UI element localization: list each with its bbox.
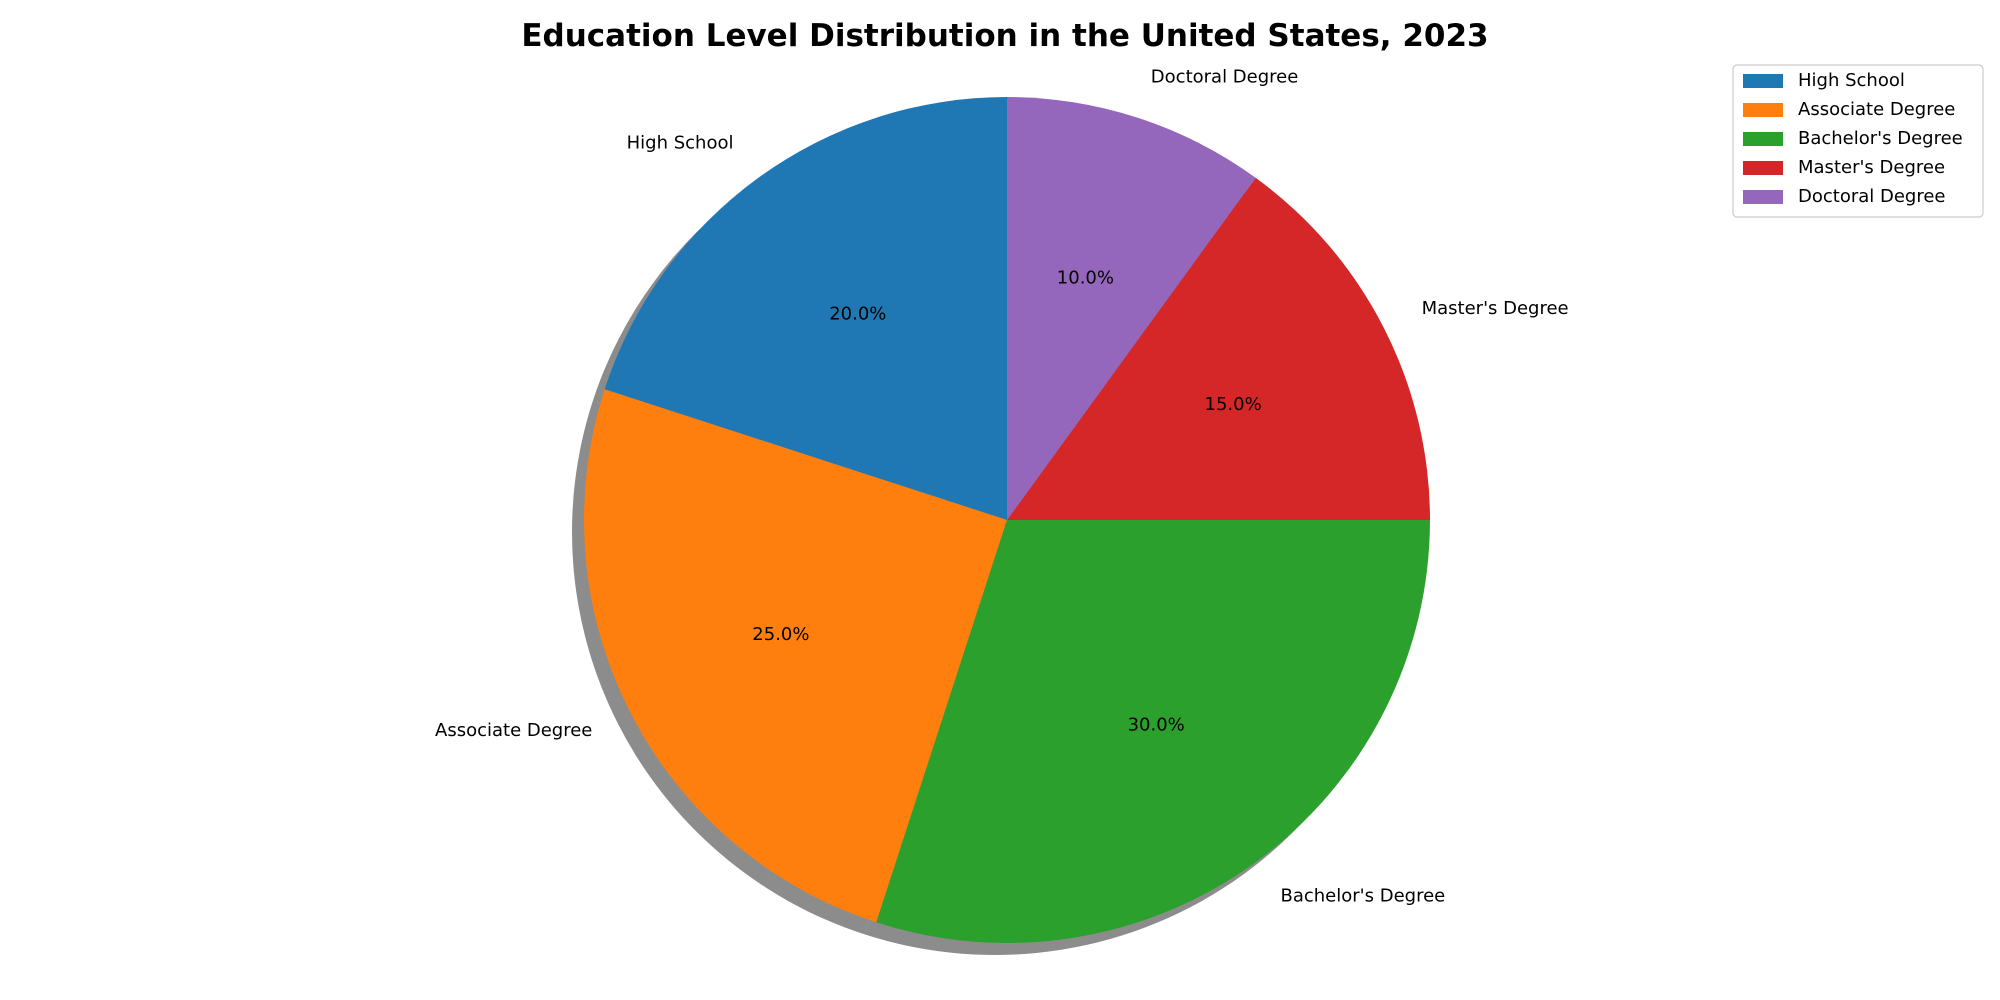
pie-slice-master-s-degree [1007, 177, 1430, 521]
percent-label-doctoral-degree: 10.0% [1057, 268, 1114, 289]
legend-swatch-associate-degree [1743, 103, 1783, 117]
legend-frame [1732, 64, 1984, 218]
pie-slice-associate-degree [583, 389, 1007, 923]
legend-label-associate-degree: Associate Degree [1798, 99, 1955, 120]
pie-slice-bachelor-s-degree [876, 520, 1430, 944]
slice-label-master-s-degree: Master's Degree [1422, 298, 1569, 319]
percent-label-master-s-degree: 15.0% [1205, 394, 1262, 415]
legend-label-master-s-degree: Master's Degree [1798, 157, 1945, 178]
legend-swatch-doctoral-degree [1743, 190, 1783, 204]
slice-label-doctoral-degree: Doctoral Degree [1151, 67, 1299, 88]
pie-slices [583, 97, 1430, 944]
percent-label-high-school: 20.0% [829, 304, 886, 325]
slice-label-high-school: High School [627, 133, 734, 154]
percent-label-bachelor-s-degree: 30.0% [1128, 714, 1185, 735]
legend-label-bachelor-s-degree: Bachelor's Degree [1798, 128, 1963, 149]
slice-label-associate-degree: Associate Degree [435, 720, 592, 741]
pie-slice-doctoral-degree [1007, 97, 1256, 520]
legend-swatch-high-school [1743, 74, 1783, 88]
legend-label-high-school: High School [1798, 70, 1905, 91]
legend-label-doctoral-degree: Doctoral Degree [1798, 186, 1946, 207]
slice-label-bachelor-s-degree: Bachelor's Degree [1281, 885, 1446, 906]
chart-title: Education Level Distribution in the Unit… [521, 18, 1488, 54]
percent-label-associate-degree: 25.0% [752, 624, 809, 645]
pie-labels: High School 20.0% Associate Degree 25.0% Bac… [435, 67, 1569, 907]
legend: High School Associate Degree Bachelor's De… [1732, 64, 1984, 218]
legend-swatch-bachelor-s-degree [1743, 132, 1783, 146]
legend-swatch-master-s-degree [1743, 161, 1783, 175]
pie-slice-high-school [604, 97, 1007, 520]
